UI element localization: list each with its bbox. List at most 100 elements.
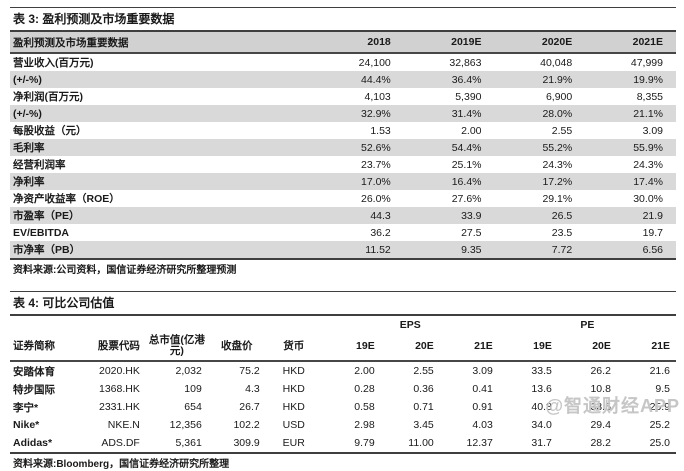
table3-title: 表 3: 盈利预测及市场重要数据 [13,12,175,26]
cell-value: 52.6% [360,141,391,154]
cell-value: 23.7% [360,158,391,171]
cell-value: 6.56 [642,243,663,256]
cell-value: 4.3 [245,383,260,395]
table-row: 营业收入(百万元) 24,100 32,863 40,048 47,999 [10,53,676,71]
cell-value: 24.3% [633,158,663,171]
cell-value: 23.5 [551,226,573,239]
cell-value: 1368.HK [98,383,140,395]
cell-value: 2,032 [175,365,202,377]
cell-value: 2.00 [354,365,375,377]
table-row: 安踏体育 2020.HK 2,032 75.2 HKD 2.00 2.55 3.… [10,361,676,380]
table-row: Nike* NKE.N 12,356 102.2 USD 2.98 3.45 4… [10,416,676,434]
cell-value: 12,356 [169,419,202,431]
table-row: 李宁* 2331.HK 654 26.7 HKD 0.58 0.71 0.91 … [10,398,676,416]
column-header-pe-19e: 19E [498,332,558,362]
table-row: (+/-%) 44.4% 36.4% 21.9% 19.9% [10,71,676,88]
cell-value: 17.2% [542,175,573,188]
company-name: 安踏体育 [13,365,55,378]
cell-value: 40.8 [531,401,552,413]
cell-value: 2.00 [461,124,482,137]
cell-value: 26.2 [590,365,611,377]
column-header-2019e: 2019E [403,32,495,54]
column-header-currency: 货币 [265,332,322,362]
cell-value: 55.9% [633,141,663,154]
cell-value: 2.98 [354,419,375,431]
table3-title-rule [10,30,676,32]
row-label: 净利率 [13,176,45,188]
row-label: (+/-%) [13,73,42,86]
cell-value: 17.0% [360,175,391,188]
profit-forecast-table: 盈利预测及市场重要数据 2018 2019E 2020E 2021E 营业收入(… [10,32,676,258]
column-header-ticker: 股票代码 [87,332,146,362]
table-row: 每股收益（元） 1.53 2.00 2.55 3.09 [10,122,676,139]
cell-value: 5,390 [455,90,482,103]
row-label: 毛利率 [13,142,45,154]
group-header-eps: EPS [399,318,421,331]
table-row: 净利润(百万元) 4,103 5,390 6,900 8,355 [10,88,676,105]
cell-value: 26.5 [551,209,573,222]
cell-value: 21.9% [542,73,573,86]
cell-value: 25.2 [649,419,670,431]
cell-value: 0.28 [354,383,375,395]
table3-header-row: 盈利预测及市场重要数据 2018 2019E 2020E 2021E [10,32,676,54]
watermark: @智通财经APP [545,396,680,416]
cell-value: 13.6 [531,383,552,395]
cell-value: 44.3 [370,209,391,222]
cell-value: 2.55 [413,365,434,377]
cell-value: 25.0 [649,437,670,449]
row-label: 净利润(百万元) [13,91,83,103]
cell-value: HKD [282,383,305,395]
cell-value: 28.0% [542,107,573,120]
cell-value: 17.4% [633,175,663,188]
cell-value: 31.7 [531,437,552,449]
cell-value: 0.41 [472,383,493,395]
table3-top-rule [10,7,676,8]
row-label: (+/-%) [13,107,42,120]
column-header-2020e: 2020E [494,32,586,54]
group-header-pe: PE [580,318,595,331]
cell-value: 7.72 [551,243,573,256]
cell-value: 8,355 [636,90,663,103]
table4-source: 资料来源:Bloomberg，国信证券经济研究所整理 [13,459,230,470]
table4-top-rule [10,291,676,292]
cell-value: HKD [282,365,305,377]
cell-value: 33.5 [590,401,611,413]
table3-bottom-rule [10,258,676,260]
cell-value: ADS.DF [101,437,140,449]
cell-value: 29.4 [590,419,611,431]
row-label: 营业收入(百万元) [13,57,94,69]
cell-value: 75.2 [239,365,260,377]
cell-value: 2331.HK [98,401,140,413]
column-header-marketcap: 总市值(亿港元) [145,332,208,362]
cell-value: 102.2 [233,419,260,431]
table3-source: 资料来源:公司资料，国信证券经济研究所整理预测 [13,265,237,276]
cell-value: 55.2% [542,141,573,154]
cell-value: 21.9 [642,209,663,222]
cell-value: 1.53 [370,124,391,137]
company-name: Adidas* [13,437,53,449]
cell-value: 2020.HK [98,365,140,377]
cell-value: 11.52 [365,243,391,256]
cell-value: 24.3% [542,158,573,171]
cell-value: 54.4% [451,141,482,154]
row-label: 市净率（PB） [13,244,81,256]
cell-value: 47,999 [630,56,663,69]
column-header-2021e: 2021E [585,32,676,54]
cell-value: EUR [282,437,305,449]
cell-value: 9.79 [354,437,375,449]
column-header-pe-20e: 20E [557,332,617,362]
cell-value: 11.00 [408,437,434,449]
table-row: 特步国际 1368.HK 109 4.3 HKD 0.28 0.36 0.41 … [10,380,676,398]
column-header-2018: 2018 [313,32,404,54]
column-header-eps-20e: 20E [380,332,440,362]
cell-value: 109 [184,383,202,395]
table-row: (+/-%) 32.9% 31.4% 28.0% 21.1% [10,105,676,122]
cell-value: 3.09 [472,365,493,377]
table-row: 市净率（PB） 11.52 9.35 7.72 6.56 [10,241,676,258]
table-row: 经营利润率 23.7% 25.1% 24.3% 24.3% [10,156,676,173]
cell-value: 3.45 [413,419,434,431]
cell-value: 4,103 [364,90,391,103]
table4-title: 表 4: 可比公司估值 [13,296,115,310]
cell-value: 4.03 [472,419,493,431]
group-header-spacer [10,316,322,332]
